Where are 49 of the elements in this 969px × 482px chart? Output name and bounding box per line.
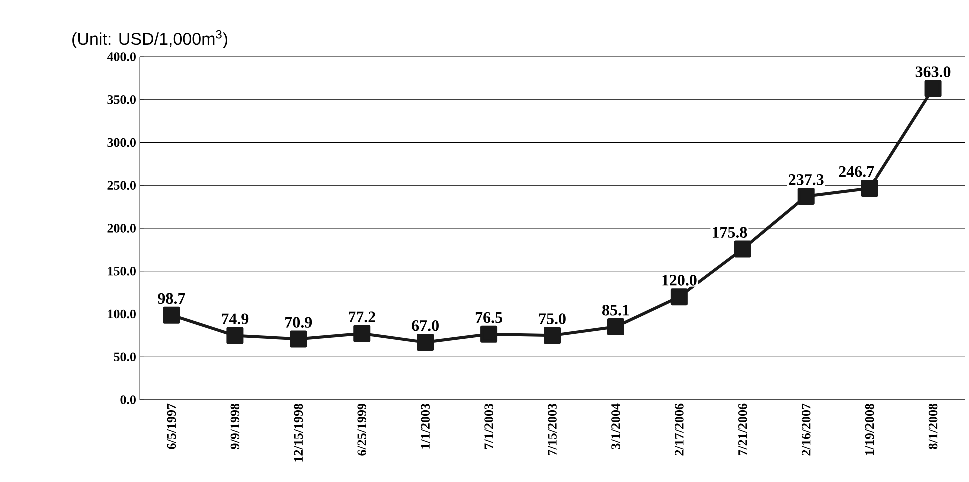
data-label: 77.2	[349, 312, 376, 323]
x-tick-label: 1/1/2003	[421, 404, 430, 449]
data-label: 67.0	[412, 320, 439, 332]
point	[924, 80, 942, 98]
data-label: 98.7	[158, 293, 186, 304]
y-tick-label: 250.0	[108, 181, 136, 190]
y-tick-label: 400.0	[107, 52, 136, 62]
point	[798, 188, 815, 206]
y-tick-label: 50.0	[114, 352, 136, 362]
y-tick-label: 200.0	[108, 224, 136, 233]
y-tick-label: 150.0	[108, 266, 136, 276]
data-label: 70.9	[286, 317, 312, 328]
y-tick-label: 350.0	[108, 95, 136, 104]
data-label: 363.0	[916, 66, 951, 78]
x-tick-label: 2/17/2006	[675, 404, 684, 456]
x-tick-label: 8/1/2008	[928, 404, 938, 450]
point	[607, 318, 624, 336]
point	[670, 288, 688, 306]
point	[226, 327, 244, 344]
data-label: 76.5	[476, 312, 502, 324]
x-tick-label: 6/25/1999	[358, 404, 366, 456]
point	[861, 180, 878, 197]
point	[290, 330, 308, 348]
point	[354, 325, 371, 342]
y-tick-label: 100.0	[108, 310, 136, 319]
point	[480, 326, 498, 343]
y-tick-label: 300.0	[108, 138, 136, 148]
data-label: 246.7	[839, 166, 874, 178]
data-label: 85.1	[602, 304, 630, 316]
data-label: 237.3	[789, 174, 824, 186]
point	[417, 334, 434, 352]
point	[734, 240, 752, 258]
y-tick-label: 0.0	[120, 396, 136, 404]
x-tick-label: 7/21/2006	[738, 404, 748, 456]
x-tick-label: 6/5/1997	[167, 404, 176, 450]
x-tick-label: 7/1/2003	[484, 404, 494, 450]
x-tick-label: 9/9/1998	[230, 404, 240, 450]
x-tick-label: 2/16/2007	[802, 404, 811, 456]
x-tick-label: 7/15/2003	[548, 404, 557, 456]
data-label: 175.8	[712, 227, 748, 238]
point	[544, 327, 562, 344]
data-label: 120.0	[662, 275, 697, 286]
x-tick-label: 1/19/2008	[865, 404, 874, 456]
point	[163, 306, 180, 324]
data-label: 75.0	[539, 314, 566, 324]
data-label: 74.9	[222, 314, 249, 325]
x-tick-label: 12/15/1998	[294, 404, 304, 462]
x-tick-label: 3/1/2004	[612, 404, 620, 450]
text: (Unit: USD/1,000m$^{3}$)	[72, 30, 228, 48]
